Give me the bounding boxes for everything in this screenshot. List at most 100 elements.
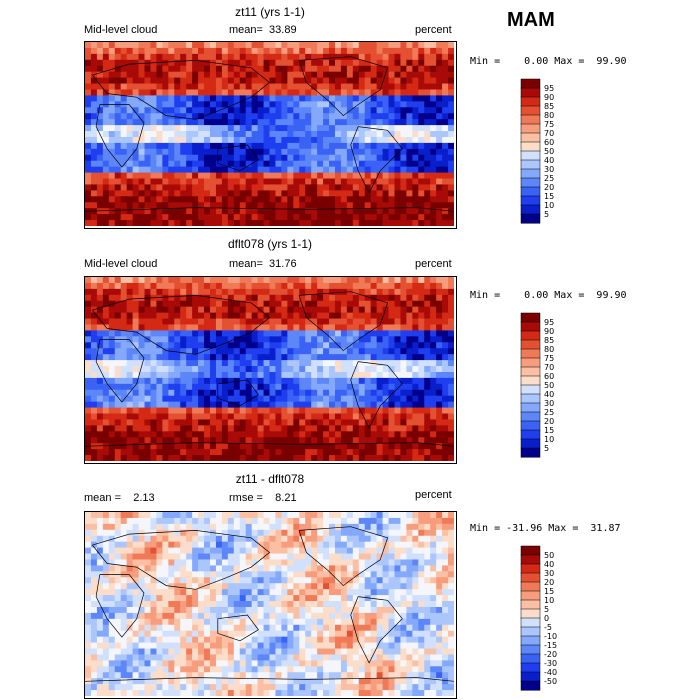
colorbar-tick-label: 95 [544, 318, 554, 327]
colorbar-tick-label: 50 [544, 147, 554, 156]
colorbar-swatch [520, 429, 541, 440]
colorbar-swatch [520, 159, 541, 170]
colorbar-tick-label: 25 [544, 408, 554, 417]
panel-3-colorbar: 50 40 30 20 15 10 5 0 -5 -10 -15 -20 -30 -40 -50 [520, 545, 581, 691]
colorbar-swatch [520, 581, 541, 592]
colorbar-tick-label: 85 [544, 336, 554, 345]
colorbar-swatch [520, 339, 541, 350]
colorbar-tick-label: 30 [544, 569, 554, 578]
colorbar-swatch [520, 447, 541, 458]
colorbar-swatch [520, 312, 541, 323]
colorbar-tick-label: -20 [544, 650, 557, 659]
colorbar-swatch [520, 150, 541, 161]
panel-1-minmax: Min = 0.00 Max = 99.90 [470, 56, 627, 67]
colorbar-swatch [520, 644, 541, 655]
colorbar-swatch [520, 599, 541, 610]
colorbar-swatch [520, 626, 541, 637]
colorbar-tick-label: 75 [544, 120, 554, 129]
panel-3-title: zt11 - dflt078 [235, 472, 305, 486]
colorbar-swatch [520, 348, 541, 359]
colorbar-tick-label: 80 [544, 111, 554, 120]
panel-1-units: percent [415, 24, 452, 36]
panel-1-mean: mean= 33.89 [229, 24, 297, 36]
colorbar-swatch [520, 563, 541, 574]
colorbar-tick-label: 5 [544, 210, 549, 219]
colorbar-swatch [520, 96, 541, 107]
colorbar-tick-label: 20 [544, 183, 554, 192]
colorbar-tick-label: 15 [544, 426, 554, 435]
panel-3-minmax: Min = -31.96 Max = 31.87 [470, 523, 621, 534]
colorbar-tick-label: 30 [544, 399, 554, 408]
colorbar-swatch [520, 366, 541, 377]
colorbar-tick-label: 60 [544, 372, 554, 381]
colorbar-tick-label: 40 [544, 560, 554, 569]
colorbar-swatch [520, 680, 541, 691]
colorbar-swatch [520, 662, 541, 673]
colorbar-tick-label: 75 [544, 354, 554, 363]
panel-2-map [84, 276, 457, 464]
colorbar-swatch [520, 671, 541, 682]
colorbar-swatch [520, 554, 541, 565]
colorbar-tick-label: 10 [544, 435, 554, 444]
colorbar-tick-label: 70 [544, 363, 554, 372]
colorbar-swatch [520, 195, 541, 206]
colorbar-tick-label: 90 [544, 93, 554, 102]
colorbar-swatch [520, 204, 541, 215]
colorbar-swatch [520, 321, 541, 332]
colorbar-tick-label: 90 [544, 327, 554, 336]
colorbar-swatch [520, 545, 541, 556]
colorbar-swatch [520, 132, 541, 143]
colorbar-swatch [520, 105, 541, 116]
colorbar-swatch [520, 438, 541, 449]
colorbar-swatch [520, 635, 541, 646]
colorbar-swatch [520, 420, 541, 431]
colorbar-tick-label: -15 [544, 641, 557, 650]
colorbar-tick-label: 95 [544, 84, 554, 93]
colorbar-swatch [520, 141, 541, 152]
panel-1-colorbar: 95 90 85 80 75 70 60 50 40 30 25 20 15 10 5 [520, 78, 581, 224]
colorbar-tick-label: 15 [544, 587, 554, 596]
colorbar-swatch [520, 384, 541, 395]
colorbar-tick-label: 10 [544, 596, 554, 605]
colorbar-tick-label: -40 [544, 668, 557, 677]
panel-3-mean: mean = 2.13 [84, 492, 155, 504]
colorbar-tick-label: 85 [544, 102, 554, 111]
panel-1-title: zt11 (yrs 1-1) [235, 5, 305, 19]
colorbar-tick-label: 70 [544, 129, 554, 138]
colorbar-swatch [520, 177, 541, 188]
panel-3-map [84, 511, 457, 699]
colorbar-tick-label: 0 [544, 614, 549, 623]
colorbar-tick-label: 25 [544, 174, 554, 183]
panel-2-colorbar: 95 90 85 80 75 70 60 50 40 30 25 20 15 10 5 [520, 312, 581, 458]
colorbar-tick-label: 20 [544, 578, 554, 587]
panel-2-minmax: Min = 0.00 Max = 99.90 [470, 290, 627, 301]
season-label: MAM [507, 9, 555, 31]
colorbar-swatch [520, 357, 541, 368]
colorbar-tick-label: 80 [544, 345, 554, 354]
panel-3-rmse: rmse = 8.21 [229, 492, 297, 504]
colorbar-swatch [520, 402, 541, 413]
colorbar-swatch [520, 375, 541, 386]
colorbar-swatch [520, 123, 541, 134]
colorbar-tick-label: 20 [544, 417, 554, 426]
panel-2-mean: mean= 31.76 [229, 258, 297, 270]
panel-2-units: percent [415, 258, 452, 270]
colorbar-tick-label: -10 [544, 632, 557, 641]
panel-2-title: dflt078 (yrs 1-1) [227, 237, 313, 251]
colorbar-swatch [520, 114, 541, 125]
colorbar-swatch [520, 87, 541, 98]
panel-2-variable-label: Mid-level cloud [84, 258, 158, 270]
colorbar-tick-label: 60 [544, 138, 554, 147]
colorbar-swatch [520, 572, 541, 583]
colorbar-tick-label: 15 [544, 192, 554, 201]
colorbar-swatch [520, 393, 541, 404]
colorbar-tick-label: -30 [544, 659, 557, 668]
colorbar-tick-label: -5 [544, 623, 552, 632]
colorbar-swatch [520, 213, 541, 224]
colorbar-tick-label: 40 [544, 390, 554, 399]
panel-3-units: percent [415, 489, 452, 501]
colorbar-tick-label: 5 [544, 605, 549, 614]
colorbar-swatch [520, 330, 541, 341]
colorbar-tick-label: 50 [544, 381, 554, 390]
